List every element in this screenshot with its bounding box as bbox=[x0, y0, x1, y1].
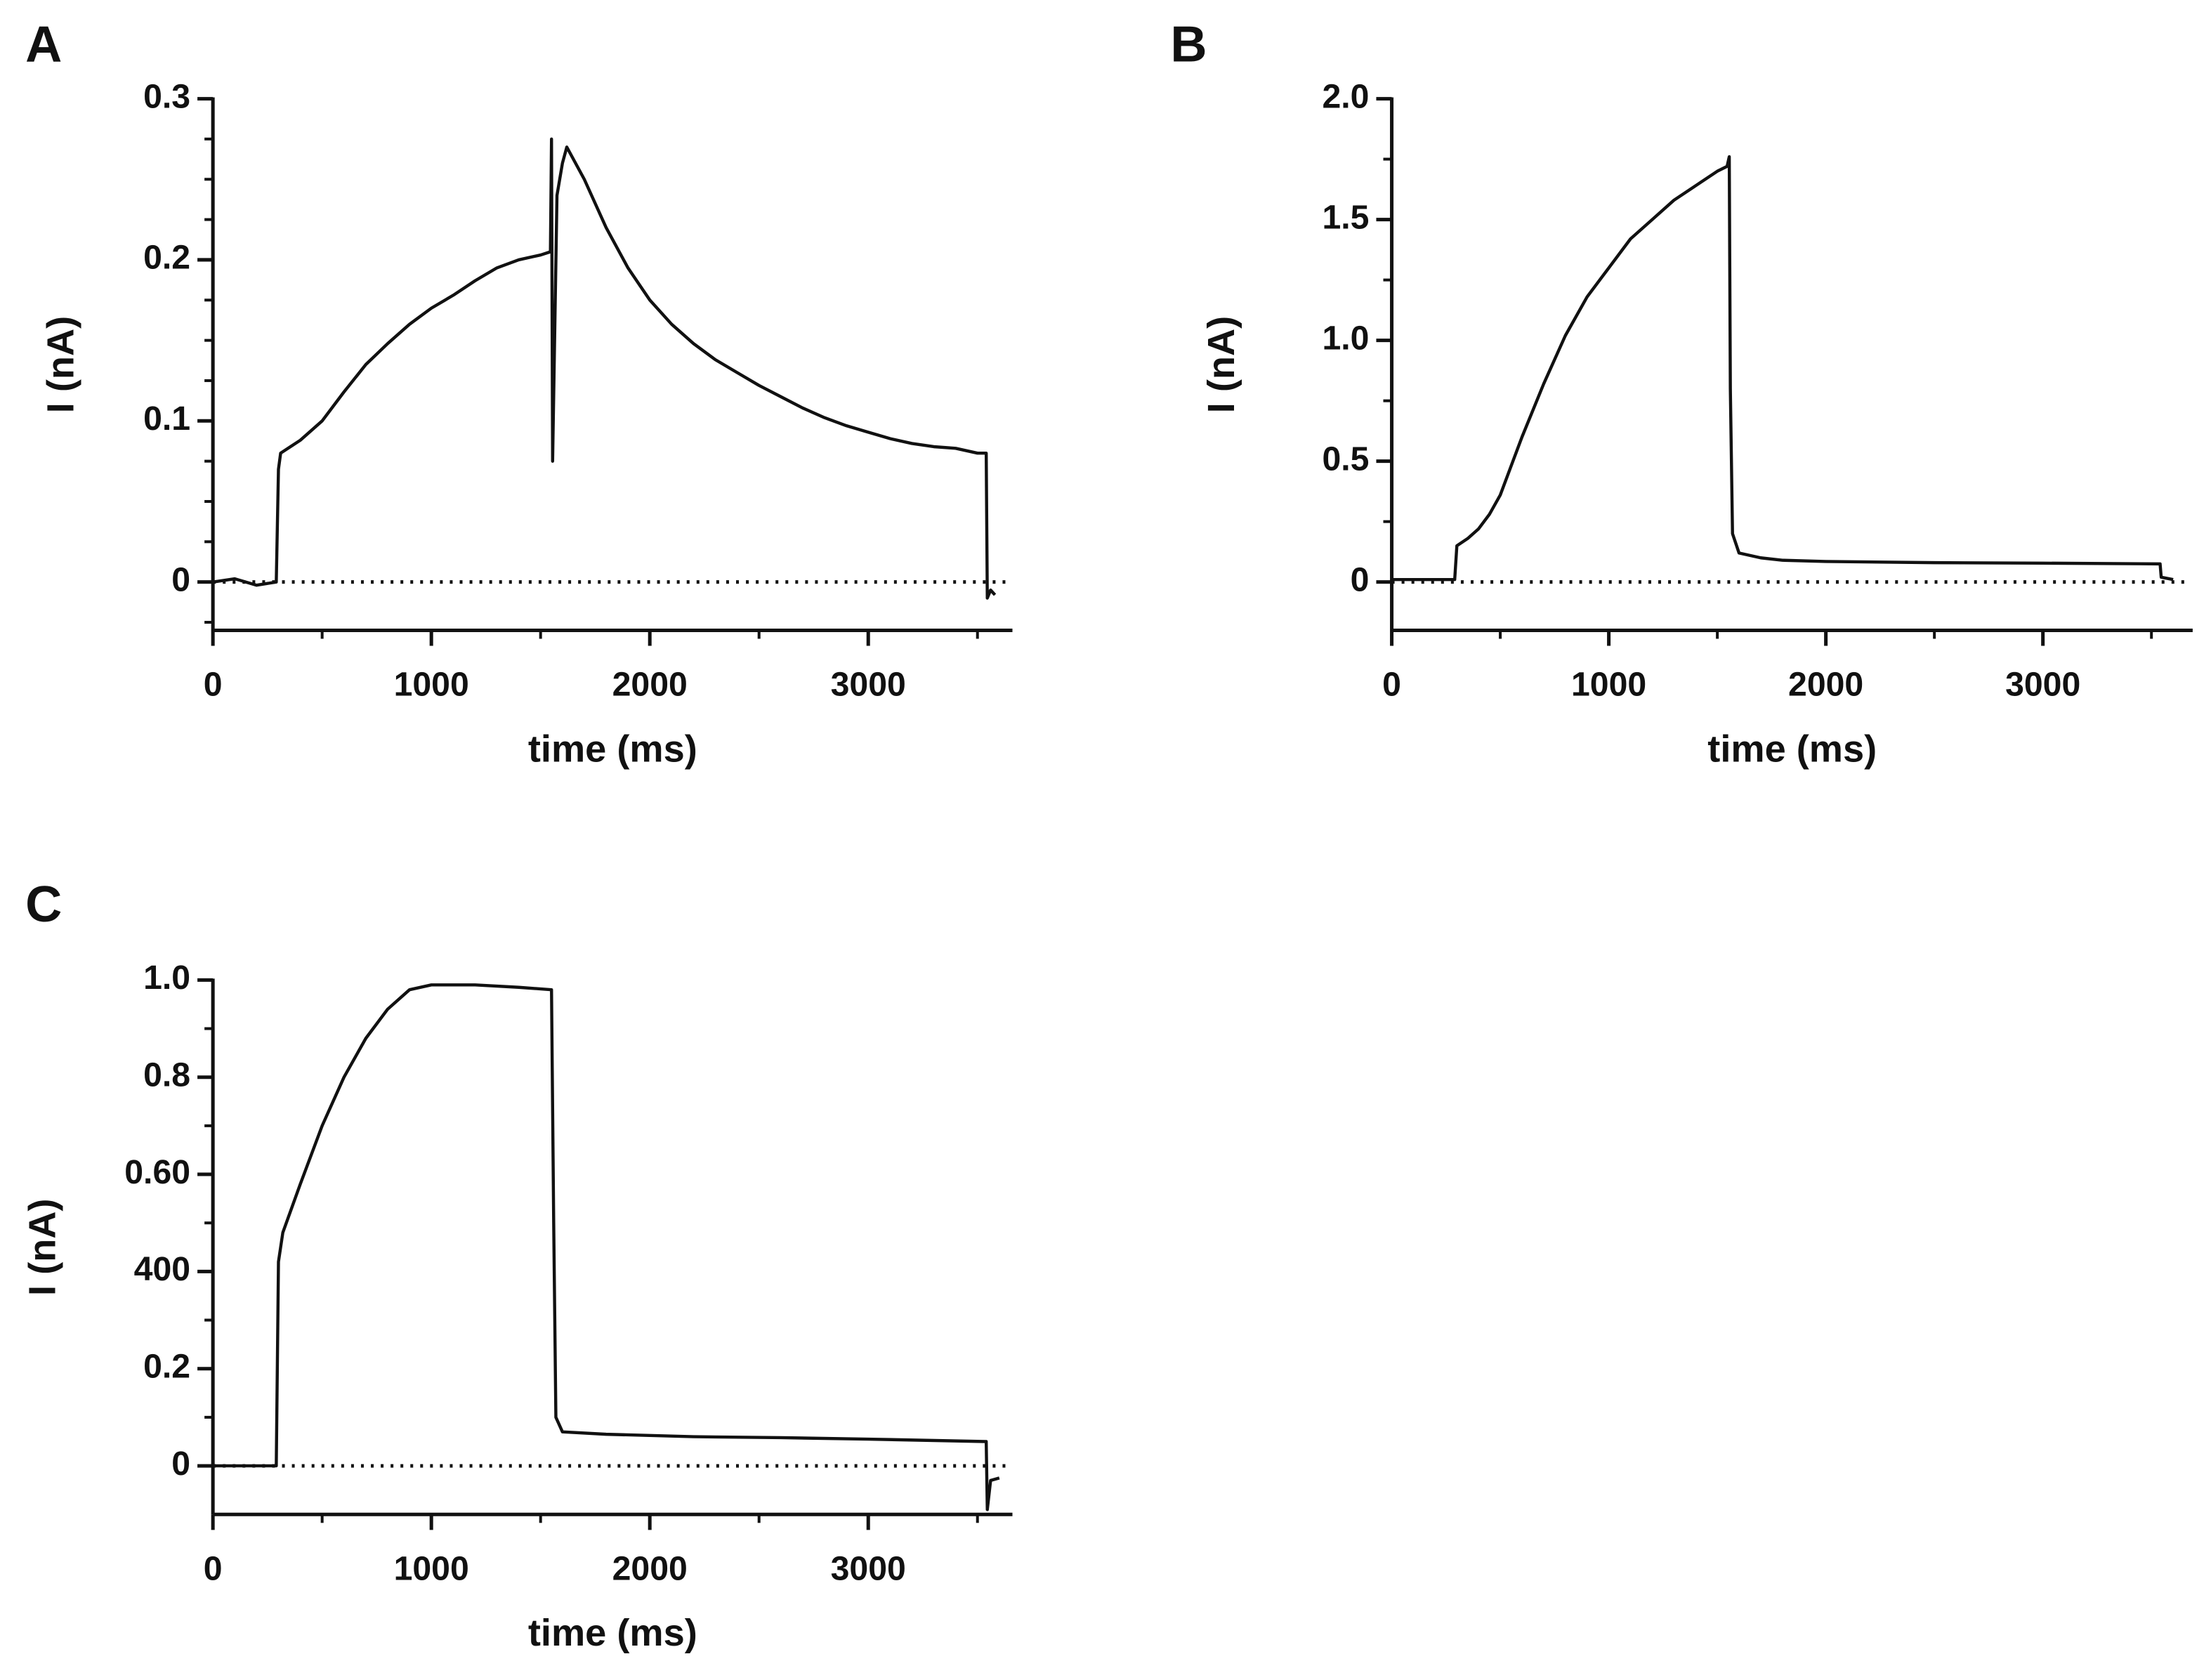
y-tick-label: 0.1 bbox=[143, 400, 190, 438]
x-axis-title: time (ms) bbox=[528, 1612, 697, 1654]
x-tick-label: 1000 bbox=[394, 666, 469, 704]
y-tick-label: 0.5 bbox=[1322, 440, 1369, 478]
y-tick-label: 0 bbox=[171, 560, 190, 598]
x-tick-label: 0 bbox=[204, 1549, 223, 1587]
y-tick-label: 2.0 bbox=[1322, 77, 1369, 115]
x-tick-label: 3000 bbox=[2005, 666, 2080, 704]
trace bbox=[212, 137, 997, 600]
y-tick-label: 1.5 bbox=[1322, 198, 1369, 236]
y-tick-label: 0.2 bbox=[143, 1347, 190, 1385]
x-tick-label: 2000 bbox=[612, 666, 688, 704]
trace bbox=[213, 983, 1000, 1511]
x-tick-label: 2000 bbox=[1788, 666, 1863, 704]
x-axis-title: time (ms) bbox=[1707, 728, 1877, 770]
x-tick-label: 3000 bbox=[831, 1549, 906, 1587]
x-tick-label: 2000 bbox=[612, 1549, 688, 1587]
x-tick-label: 1000 bbox=[394, 1549, 469, 1587]
panel-label: A bbox=[25, 16, 62, 72]
y-tick-label: 400 bbox=[134, 1250, 190, 1288]
trace bbox=[1391, 155, 2174, 582]
y-tick-label: 0 bbox=[1351, 560, 1370, 598]
y-axis-title: I (nA) bbox=[40, 316, 82, 413]
y-tick-label: 0.3 bbox=[143, 77, 190, 115]
x-tick-label: 0 bbox=[204, 666, 223, 704]
y-axis-title: I (nA) bbox=[22, 1199, 64, 1296]
y-tick-label: 0.60 bbox=[124, 1153, 190, 1191]
y-tick-label: 1.0 bbox=[1322, 319, 1369, 357]
panel-label: C bbox=[25, 877, 62, 933]
y-axis-title: I (nA) bbox=[1200, 316, 1242, 413]
panel-label: B bbox=[1170, 16, 1207, 72]
y-tick-label: 0.2 bbox=[143, 239, 190, 277]
y-tick-label: 0 bbox=[171, 1445, 190, 1483]
x-tick-label: 3000 bbox=[831, 666, 906, 704]
x-tick-label: 0 bbox=[1382, 666, 1401, 704]
x-axis-title: time (ms) bbox=[528, 728, 697, 770]
x-tick-label: 1000 bbox=[1571, 666, 1646, 704]
y-tick-label: 1.0 bbox=[143, 959, 190, 997]
y-tick-label: 0.8 bbox=[143, 1056, 190, 1094]
